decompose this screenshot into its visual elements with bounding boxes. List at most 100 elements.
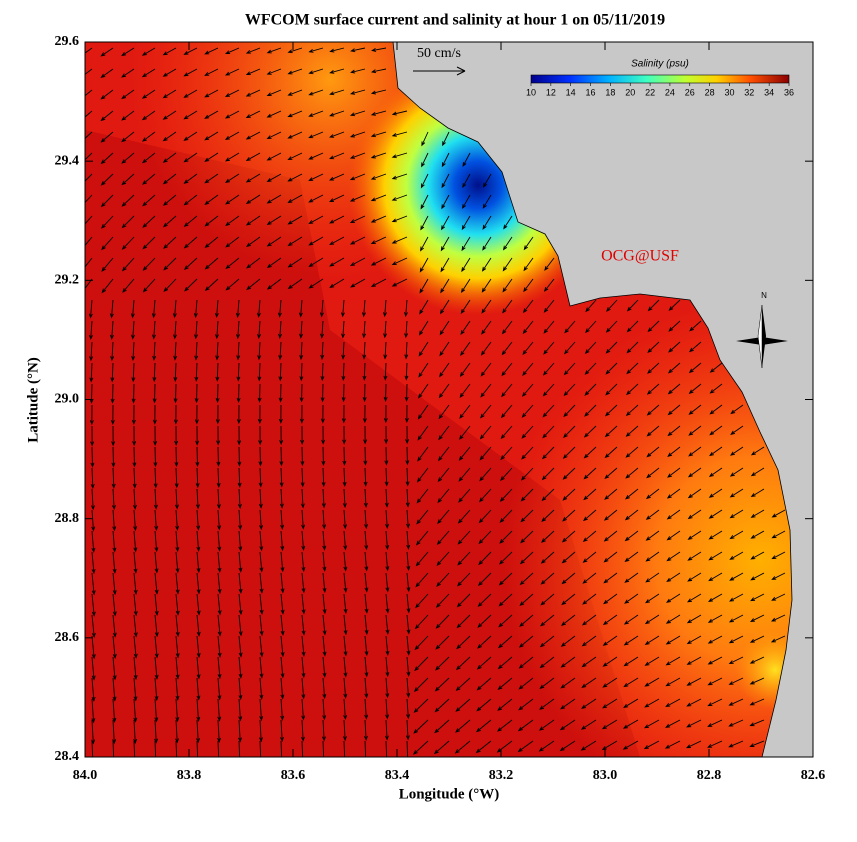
current-arrow bbox=[287, 215, 303, 225]
current-arrow bbox=[85, 194, 93, 204]
current-arrow bbox=[364, 509, 368, 530]
current-arrow bbox=[196, 635, 201, 659]
current-arrow bbox=[266, 257, 282, 269]
current-arrow bbox=[204, 236, 219, 248]
current-arrow bbox=[279, 425, 284, 446]
current-arrow bbox=[438, 425, 450, 441]
current-arrow bbox=[217, 551, 222, 573]
current-arrow bbox=[85, 257, 93, 270]
current-arrow bbox=[280, 551, 285, 573]
current-arrow bbox=[480, 362, 492, 377]
current-arrow bbox=[498, 635, 513, 649]
current-arrow bbox=[341, 362, 346, 382]
current-arrow bbox=[624, 551, 639, 563]
current-arrow bbox=[196, 509, 201, 531]
current-arrow bbox=[173, 404, 178, 425]
current-arrow bbox=[665, 614, 681, 624]
current-arrow bbox=[730, 404, 744, 415]
current-arrow bbox=[238, 551, 243, 573]
current-arrow bbox=[196, 551, 201, 574]
current-arrow bbox=[623, 614, 639, 625]
current-arrow bbox=[154, 614, 159, 638]
current-arrow bbox=[121, 152, 135, 164]
current-arrow bbox=[668, 299, 681, 311]
current-arrow bbox=[257, 383, 262, 403]
current-arrow bbox=[266, 68, 282, 75]
current-arrow bbox=[414, 614, 429, 630]
current-arrow bbox=[688, 362, 702, 374]
current-arrow bbox=[204, 215, 219, 227]
current-arrow bbox=[349, 131, 366, 138]
current-arrow bbox=[561, 551, 576, 564]
current-arrow bbox=[625, 425, 639, 437]
current-arrow bbox=[320, 404, 325, 424]
current-arrow bbox=[301, 530, 306, 551]
current-arrow bbox=[418, 383, 429, 399]
current-arrow bbox=[383, 320, 388, 339]
current-arrow bbox=[280, 719, 284, 743]
current-arrow bbox=[626, 383, 639, 396]
x-tick-label: 83.0 bbox=[593, 768, 618, 783]
current-arrow bbox=[480, 341, 492, 356]
current-arrow bbox=[363, 719, 368, 741]
current-arrow bbox=[216, 425, 221, 446]
current-arrow bbox=[110, 341, 115, 362]
current-arrow bbox=[604, 488, 618, 500]
current-arrow bbox=[460, 320, 471, 336]
current-arrow bbox=[121, 110, 135, 121]
current-arrow bbox=[266, 194, 282, 204]
current-arrow bbox=[245, 173, 261, 183]
current-arrow bbox=[709, 404, 723, 415]
current-arrow bbox=[299, 383, 304, 403]
current-arrow bbox=[499, 530, 513, 544]
current-arrow bbox=[371, 47, 387, 52]
current-arrow bbox=[329, 152, 345, 160]
current-arrow bbox=[391, 257, 408, 265]
current-arrow bbox=[174, 446, 179, 468]
current-arrow bbox=[363, 425, 368, 445]
current-arrow bbox=[322, 593, 327, 615]
current-arrow bbox=[322, 698, 327, 721]
current-arrow bbox=[343, 572, 348, 593]
current-arrow bbox=[90, 467, 95, 490]
current-arrow bbox=[225, 47, 240, 54]
y-tick-label: 29.6 bbox=[55, 34, 80, 49]
current-arrow bbox=[85, 173, 93, 182]
current-arrow bbox=[477, 614, 492, 628]
current-arrow bbox=[259, 551, 264, 573]
current-arrow bbox=[322, 614, 327, 636]
current-arrow bbox=[91, 740, 94, 757]
current-arrow bbox=[498, 572, 513, 586]
x-tick-label: 83.6 bbox=[281, 768, 306, 783]
current-arrow bbox=[559, 719, 576, 731]
current-arrow bbox=[361, 299, 366, 318]
current-arrow bbox=[319, 299, 324, 318]
current-arrow bbox=[238, 593, 243, 616]
current-arrow bbox=[280, 635, 285, 658]
current-arrow bbox=[562, 467, 576, 480]
current-arrow bbox=[667, 383, 681, 395]
current-arrow bbox=[301, 698, 306, 721]
current-arrow bbox=[708, 551, 723, 561]
current-arrow bbox=[301, 551, 306, 573]
current-arrow bbox=[308, 89, 324, 96]
current-arrow bbox=[644, 635, 660, 645]
current-arrow bbox=[521, 425, 534, 439]
current-arrow bbox=[560, 635, 576, 647]
current-arrow bbox=[215, 383, 220, 404]
current-arrow bbox=[110, 362, 115, 383]
current-arrow bbox=[416, 509, 429, 525]
current-arrow bbox=[708, 530, 723, 540]
current-arrow bbox=[154, 719, 159, 744]
colorbar-tick-label: 10 bbox=[526, 87, 536, 97]
current-arrow bbox=[194, 320, 198, 340]
current-arrow bbox=[278, 404, 283, 424]
current-arrow bbox=[343, 551, 348, 572]
current-arrow bbox=[482, 173, 492, 188]
current-arrow bbox=[666, 488, 681, 499]
current-arrow bbox=[581, 698, 597, 709]
current-arrow bbox=[236, 404, 241, 425]
current-arrow bbox=[287, 278, 303, 290]
current-arrow bbox=[481, 320, 492, 335]
